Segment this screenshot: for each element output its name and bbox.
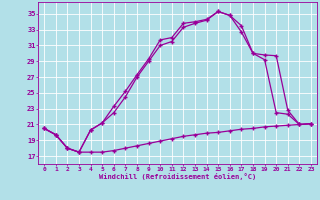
X-axis label: Windchill (Refroidissement éolien,°C): Windchill (Refroidissement éolien,°C)	[99, 173, 256, 180]
